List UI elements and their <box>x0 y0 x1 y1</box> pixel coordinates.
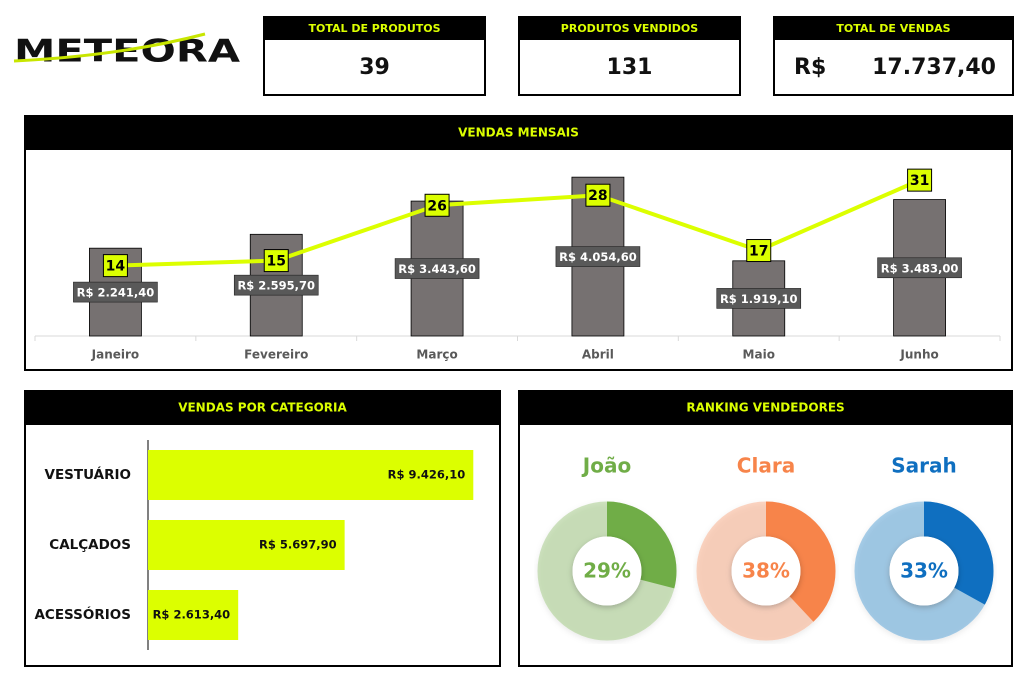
panel-header <box>519 391 1012 425</box>
y-tick-label: ACESSÓRIOS <box>34 605 131 623</box>
seller-name: João <box>581 454 631 478</box>
bar <box>148 450 474 500</box>
panel-header <box>25 391 500 425</box>
donut-slice <box>854 501 994 641</box>
line-marker <box>907 168 933 192</box>
data-label: 31 <box>910 173 929 189</box>
value-label-box <box>877 257 962 279</box>
logo-swoosh <box>13 32 206 63</box>
x-tick-label: Maio <box>743 348 775 362</box>
kpi-label: TOTAL DE VENDAS <box>836 22 950 35</box>
line-marker <box>263 249 289 273</box>
chart-title: RANKING VENDEDORES <box>686 401 844 415</box>
value-label: R$ 3.483,00 <box>881 261 959 275</box>
value-label: R$ 4.054,60 <box>559 250 637 264</box>
value-label: R$ 3.443,60 <box>398 262 476 276</box>
value-label-box <box>555 246 641 267</box>
line-marker <box>585 183 611 207</box>
value-label: R$ 2.241,40 <box>77 286 155 300</box>
seller-name: Clara <box>737 454 795 478</box>
donut-label: 38% <box>742 559 790 583</box>
line-marker <box>424 193 450 217</box>
donut-slice <box>537 501 677 641</box>
x-tick-label: Março <box>416 348 457 362</box>
donut-label: 29% <box>583 559 631 583</box>
kpi-value: 39 <box>359 55 390 80</box>
kpi-value: 131 <box>607 55 653 80</box>
kpi-card: TOTAL DE VENDAS R$ 17.737,40 <box>773 16 1014 96</box>
kpi-label: PRODUTOS VENDIDOS <box>561 22 698 35</box>
kpi-card: TOTAL DE PRODUTOS 39 <box>263 16 486 96</box>
panel <box>24 115 1013 371</box>
kpi-label: TOTAL DE PRODUTOS <box>308 22 440 35</box>
bar <box>148 520 345 570</box>
donut-label: 33% <box>900 559 948 583</box>
donut-slice <box>696 501 836 641</box>
panel-header <box>25 116 1012 150</box>
chart-title: VENDAS POR CATEGORIA <box>178 401 347 415</box>
data-label: 26 <box>427 198 446 214</box>
bar <box>148 590 239 640</box>
donut-hole <box>731 536 801 606</box>
value-label-box <box>394 258 480 279</box>
x-tick-label: Abril <box>582 348 614 362</box>
seller-name: Sarah <box>891 454 957 478</box>
line-marker <box>102 254 128 278</box>
kpi-currency: R$ <box>794 55 826 80</box>
y-tick-label: VESTUÁRIO <box>45 466 132 483</box>
value-label: R$ 2.595,70 <box>237 279 315 293</box>
x-tick-label: Junho <box>899 348 938 362</box>
line <box>115 178 921 268</box>
donut-hole <box>889 536 959 606</box>
value-label: R$ 2.613,40 <box>153 608 231 622</box>
value-label: R$ 5.697,90 <box>259 538 337 552</box>
data-label: 17 <box>749 244 768 260</box>
kpi-value: 17.737,40 <box>872 55 996 80</box>
value-label-box <box>73 281 158 303</box>
chart-title: VENDAS MENSAIS <box>458 126 579 140</box>
logo: METEORA <box>14 34 240 70</box>
y-tick-label: CALÇADOS <box>49 537 131 553</box>
data-label: 14 <box>106 259 126 275</box>
x-tick-label: Fevereiro <box>244 348 308 362</box>
kpi-card: PRODUTOS VENDIDOS 131 <box>518 16 741 96</box>
value-label-box <box>716 288 802 309</box>
line-marker <box>746 239 772 263</box>
data-label: 28 <box>588 188 607 204</box>
value-label: R$ 1.919,10 <box>720 292 798 306</box>
value-label: R$ 9.426,10 <box>388 468 466 482</box>
donut-hole <box>572 536 642 606</box>
data-label: 15 <box>267 254 286 270</box>
value-label-box <box>233 274 319 296</box>
x-tick-label: Janeiro <box>91 348 140 362</box>
